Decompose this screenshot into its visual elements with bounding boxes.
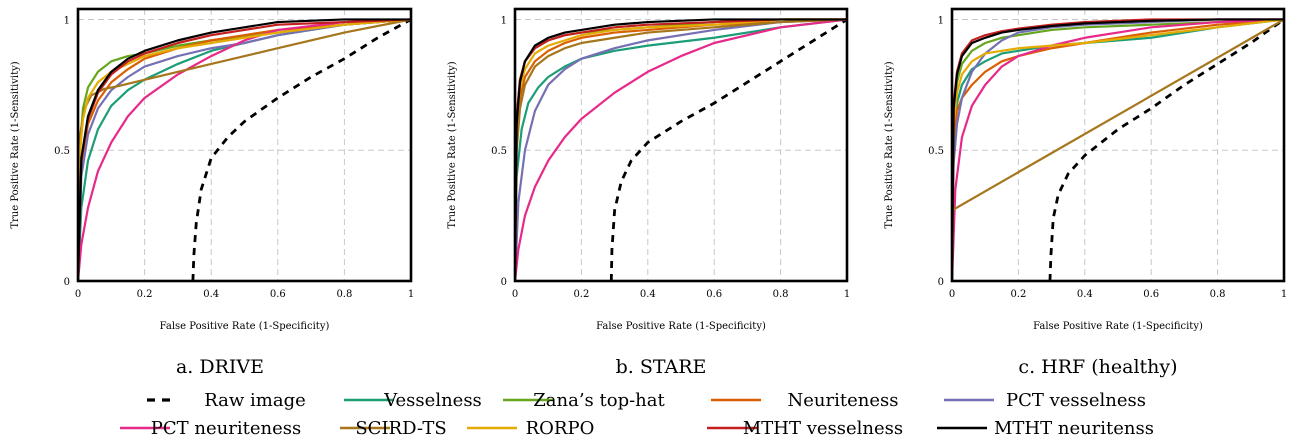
legend-label-mtht-neuritenss: MTHT neuritenss xyxy=(994,418,1154,439)
x-tick-label: 0.2 xyxy=(1010,289,1026,300)
chart-panel-drive: 0 0.2 0.4 0.6 0.8 1 0 0.5 1 False Positive Rate (… xyxy=(10,7,414,378)
series-group xyxy=(952,18,1284,281)
plot-frame xyxy=(950,7,1286,283)
series-group xyxy=(515,18,847,281)
roc-line-mtht-neuritenss xyxy=(515,18,847,281)
x-tick-label: 0.4 xyxy=(1077,289,1093,300)
legend-label-pct-neuriteness: PCT neuriteness xyxy=(151,418,301,439)
x-tick-label: 0 xyxy=(949,289,955,300)
roc-line-vesselness xyxy=(952,18,1284,281)
y-tick-label: 0.5 xyxy=(491,146,507,157)
y-tick-label: 1 xyxy=(64,15,70,26)
x-tick-label: 0.6 xyxy=(270,289,286,300)
y-axis-title: True Positive Rate (1-Sensitivity) xyxy=(884,61,895,228)
x-tick-label: 1 xyxy=(408,289,414,300)
legend-label-vesselness: Vesselness xyxy=(383,390,482,411)
x-axis-title: False Positive Rate (1-Specificity) xyxy=(596,321,766,332)
roc-line-pct-vesselness xyxy=(78,18,411,281)
x-tick-label: 0.6 xyxy=(1143,289,1159,300)
roc-line-pct-vesselness xyxy=(952,18,1284,281)
x-tick-label: 0.8 xyxy=(336,289,352,300)
x-tick-label: 0.2 xyxy=(137,289,153,300)
panel-caption: c. HRF (healthy) xyxy=(1018,356,1177,378)
roc-line-mtht-neuritenss xyxy=(78,18,411,281)
chart-panel-hrf: 0 0.2 0.4 0.6 0.8 1 0 0.5 1 False Positive Rate (… xyxy=(884,7,1287,378)
y-tick-label: 1 xyxy=(501,15,507,26)
legend-label-raw-image: Raw image xyxy=(204,390,306,411)
x-tick-label: 0 xyxy=(75,289,81,300)
roc-line-pct-neuriteness xyxy=(515,18,847,281)
y-tick-label: 1 xyxy=(938,15,944,26)
roc-line-rorpo xyxy=(78,18,411,281)
x-tick-label: 0.6 xyxy=(706,289,722,300)
chart-panel-stare: 0 0.2 0.4 0.6 0.8 1 0 0.5 1 False Positive Rate (… xyxy=(447,7,850,378)
x-tick-label: 1 xyxy=(844,289,850,300)
legend-label-scird-ts: SCIRD-TS xyxy=(355,418,446,439)
panel-caption: b. STARE xyxy=(616,356,707,378)
roc-line-scird-ts xyxy=(952,18,1284,212)
x-tick-label: 0 xyxy=(512,289,518,300)
legend-label-mtht-vesselness: MTHT vesselness xyxy=(743,418,903,439)
x-tick-label: 0.4 xyxy=(640,289,656,300)
legend: Raw image Vesselness Zana’s top-hat Neurite… xyxy=(120,390,1154,439)
x-tick-label: 0.4 xyxy=(203,289,219,300)
roc-line-pct-neuriteness xyxy=(952,18,1284,281)
y-axis-title: True Positive Rate (1-Sensitivity) xyxy=(10,61,21,228)
roc-line-pct-vesselness xyxy=(515,18,847,281)
legend-label-neuriteness: Neuriteness xyxy=(788,390,899,411)
y-tick-label: 0 xyxy=(64,277,70,288)
legend-label-pct-vesselness: PCT vesselness xyxy=(1006,390,1146,411)
roc-line-scird-ts xyxy=(515,18,847,281)
x-axis-title: False Positive Rate (1-Specificity) xyxy=(1033,321,1203,332)
x-tick-label: 0.8 xyxy=(1210,289,1226,300)
y-axis-title: True Positive Rate (1-Sensitivity) xyxy=(447,61,458,228)
roc-line-pct-neuriteness xyxy=(78,18,411,281)
y-tick-label: 0.5 xyxy=(928,146,944,157)
roc-line-mtht-neuritenss xyxy=(952,18,1284,281)
x-tick-label: 0.8 xyxy=(773,289,789,300)
plot-frame xyxy=(76,7,413,283)
roc-line-raw-image xyxy=(1048,18,1284,281)
plot-frame xyxy=(513,7,849,283)
y-tick-label: 0.5 xyxy=(54,146,70,157)
roc-line-vesselness xyxy=(515,18,847,281)
legend-label-zana-s-top-hat: Zana’s top-hat xyxy=(533,390,665,411)
series-group xyxy=(78,18,411,281)
x-tick-label: 0.2 xyxy=(573,289,589,300)
roc-line-rorpo xyxy=(952,18,1284,281)
panel-caption: a. DRIVE xyxy=(176,356,264,378)
y-tick-label: 0 xyxy=(938,277,944,288)
y-tick-label: 0 xyxy=(501,277,507,288)
roc-line-raw-image xyxy=(191,18,411,281)
roc-line-neuriteness xyxy=(952,18,1284,281)
legend-label-rorpo: RORPO xyxy=(526,418,595,439)
x-axis-title: False Positive Rate (1-Specificity) xyxy=(160,321,330,332)
x-tick-label: 1 xyxy=(1281,289,1287,300)
